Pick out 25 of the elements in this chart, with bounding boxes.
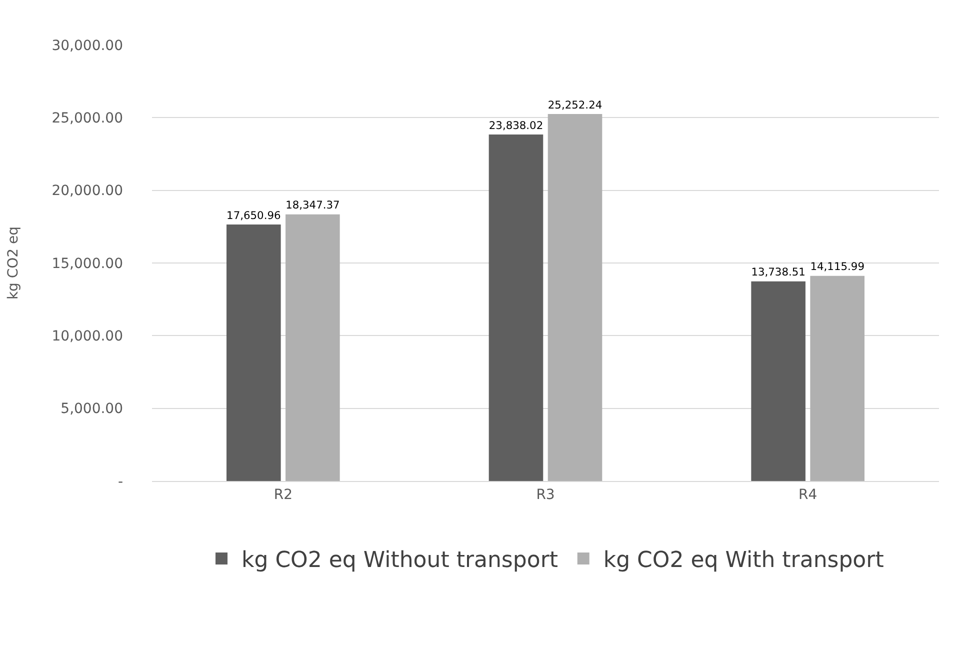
y-tick-label: 25,000.00 bbox=[52, 110, 123, 127]
data-label: 13,738.51 bbox=[751, 266, 806, 279]
legend-label: kg CO2 eq With transport bbox=[603, 548, 884, 574]
x-tick-label: R4 bbox=[798, 486, 818, 503]
y-tick-label: 10,000.00 bbox=[52, 328, 123, 345]
y-tick-label: 5,000.00 bbox=[60, 401, 123, 418]
x-tick-label: R3 bbox=[536, 486, 555, 503]
bar bbox=[488, 134, 544, 481]
x-tick-label: R2 bbox=[274, 486, 292, 503]
legend-label: kg CO2 eq Without transport bbox=[242, 548, 558, 574]
bar bbox=[548, 114, 602, 481]
y-tick-label: 15,000.00 bbox=[52, 256, 123, 272]
y-axis-title: kg CO2 eq bbox=[5, 226, 22, 300]
data-label: 23,838.02 bbox=[488, 118, 544, 132]
y-tick-label: 30,000.00 bbox=[52, 38, 123, 54]
bar bbox=[226, 224, 281, 481]
bar bbox=[286, 214, 340, 481]
data-label: 25,252.24 bbox=[548, 98, 602, 112]
y-tick-label: 20,000.00 bbox=[52, 183, 123, 200]
data-label: 18,347.37 bbox=[286, 198, 340, 212]
data-label: 14,115.99 bbox=[810, 260, 865, 274]
bar bbox=[751, 281, 806, 481]
bar bbox=[810, 276, 864, 481]
y-tick-label: - bbox=[118, 474, 123, 490]
data-label: 17,650.96 bbox=[226, 208, 281, 222]
